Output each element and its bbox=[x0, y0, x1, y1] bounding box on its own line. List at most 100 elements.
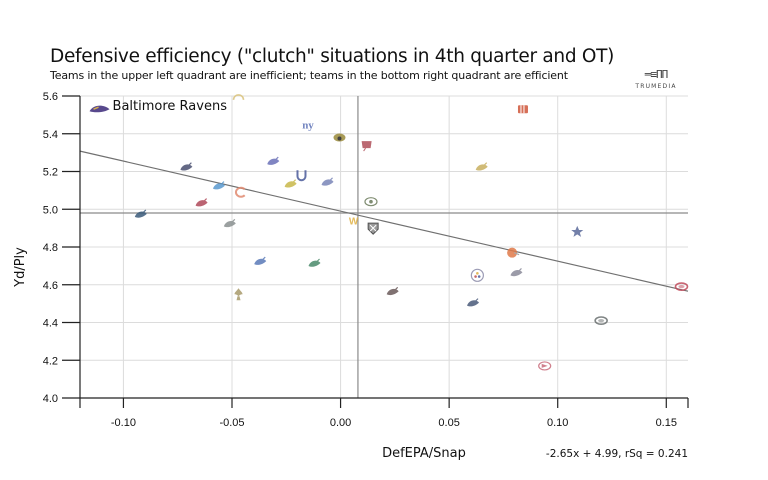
team-point-det bbox=[254, 256, 267, 265]
team-point-ari bbox=[195, 198, 208, 207]
w-logo-icon: W bbox=[349, 217, 359, 228]
y-tick-label: 5.2 bbox=[43, 167, 58, 179]
team-point-tb bbox=[361, 141, 372, 152]
bengals-logo-icon bbox=[517, 105, 528, 114]
fleur-de-lis-icon bbox=[234, 288, 243, 301]
g-logo-inner bbox=[369, 199, 373, 204]
raven-accent bbox=[93, 106, 99, 110]
y-tick-label: 5.0 bbox=[43, 204, 58, 216]
y-tick-label: 4.0 bbox=[43, 393, 58, 405]
chart-subtitle: Teams in the upper left quadrant are ine… bbox=[50, 69, 568, 82]
team-point-den bbox=[510, 268, 523, 277]
hypocycloid-blue bbox=[477, 275, 481, 278]
y-tick-label: 5.4 bbox=[43, 129, 58, 141]
axes: -0.10 -0.05 0.00 0.05 0.10 0.15 4.0 4.2 4.4 4.6 4.… bbox=[43, 91, 689, 429]
team-point-lv bbox=[367, 222, 379, 235]
bolt-icon bbox=[232, 94, 245, 101]
team-point-nyg: ny bbox=[302, 119, 314, 131]
trumedia-logo-text: TRUMEDIA bbox=[635, 83, 677, 90]
team-point-sf bbox=[674, 282, 689, 292]
team-point-nyj bbox=[308, 258, 321, 267]
trumedia-logo-icon: ═≡ПП bbox=[644, 68, 669, 81]
ram-accent bbox=[292, 179, 297, 184]
ram-icon bbox=[284, 181, 297, 188]
falcon-icon bbox=[386, 288, 399, 296]
patriot-icon bbox=[467, 300, 480, 307]
y-tick-label: 4.6 bbox=[43, 280, 58, 292]
team-point-hou bbox=[180, 162, 193, 171]
regression-line bbox=[79, 150, 689, 292]
c-logo-icon bbox=[235, 186, 246, 198]
titan-accent bbox=[329, 177, 333, 182]
oval-logo-icon bbox=[674, 282, 689, 292]
team-point-ind bbox=[296, 170, 307, 182]
x-tick-label: -0.05 bbox=[219, 417, 244, 429]
y-tick-label: 4.4 bbox=[43, 318, 58, 330]
grid bbox=[80, 95, 688, 399]
jaguar-eye bbox=[337, 136, 342, 141]
team-point-kc bbox=[538, 361, 552, 371]
team-point-was: W bbox=[349, 217, 359, 228]
team-point-phi bbox=[223, 218, 236, 228]
ny-logo-icon: ny bbox=[302, 119, 314, 131]
cardinal-accent bbox=[203, 198, 208, 203]
lion-icon bbox=[254, 258, 267, 265]
dolphin-accent bbox=[220, 181, 225, 186]
patriot-accent bbox=[474, 298, 479, 303]
oval-logo-inner bbox=[598, 319, 605, 323]
y-tick-label: 5.6 bbox=[43, 91, 58, 103]
bull-icon bbox=[180, 164, 193, 171]
x-tick-label: 0.05 bbox=[438, 417, 459, 429]
team-point-min bbox=[475, 162, 488, 171]
horse-accent bbox=[518, 268, 522, 272]
helmet-icon bbox=[507, 247, 518, 258]
x-axis-title: DefEPA/Snap bbox=[382, 446, 466, 461]
g-logo-icon bbox=[364, 197, 378, 207]
dolphin-icon bbox=[212, 183, 225, 190]
team-point-cle bbox=[507, 247, 520, 258]
team-point-bal bbox=[89, 105, 110, 113]
jet-icon bbox=[308, 260, 321, 267]
jet-accent bbox=[316, 258, 320, 263]
buccaneers-flag-icon bbox=[361, 141, 372, 149]
annotation-baltimore-ravens: Baltimore Ravens bbox=[113, 99, 228, 114]
team-point-car bbox=[134, 209, 147, 218]
bengals-stripes bbox=[520, 105, 525, 114]
y-axis-title: Yd/Ply bbox=[13, 247, 28, 288]
cardinal-icon bbox=[195, 200, 208, 207]
team-point-lac bbox=[232, 94, 245, 101]
x-tick-label: 0.15 bbox=[656, 417, 677, 429]
helmet-facemask bbox=[513, 252, 520, 256]
viking-icon bbox=[475, 164, 488, 171]
hypocycloid-yellow bbox=[476, 272, 479, 275]
team-point-atl bbox=[386, 286, 399, 296]
panther-accent bbox=[142, 209, 147, 214]
viking-accent bbox=[483, 162, 488, 167]
chart-title: Defensive efficiency ("clutch" situation… bbox=[50, 46, 615, 67]
shield-swords bbox=[369, 224, 377, 232]
y-tick-label: 4.8 bbox=[43, 242, 58, 254]
mean-lines bbox=[80, 96, 688, 398]
team-point-no bbox=[234, 288, 243, 301]
horse-icon bbox=[510, 270, 523, 277]
team-point-cin bbox=[517, 105, 528, 114]
y-tick-label: 4.2 bbox=[43, 355, 58, 367]
eagle-icon bbox=[223, 220, 236, 228]
team-point-mia bbox=[212, 181, 225, 190]
team-point-buf bbox=[267, 156, 280, 165]
x-tick-label: 0.10 bbox=[547, 417, 568, 429]
titan-icon bbox=[321, 179, 334, 186]
star-icon bbox=[571, 225, 584, 237]
x-tick-label: 0.00 bbox=[330, 417, 351, 429]
team-point-gb bbox=[364, 197, 378, 207]
regression-equation: -2.65x + 4.99, rSq = 0.241 bbox=[546, 448, 688, 460]
team-point-ten bbox=[321, 177, 334, 186]
team-point-pit bbox=[470, 268, 484, 282]
team-point-lar bbox=[284, 179, 297, 188]
x-tick-label: -0.10 bbox=[111, 417, 136, 429]
team-point-sea bbox=[594, 316, 608, 326]
eagle-accent bbox=[231, 218, 236, 223]
bull-accent bbox=[187, 162, 192, 167]
team-points: ny W bbox=[89, 94, 689, 371]
